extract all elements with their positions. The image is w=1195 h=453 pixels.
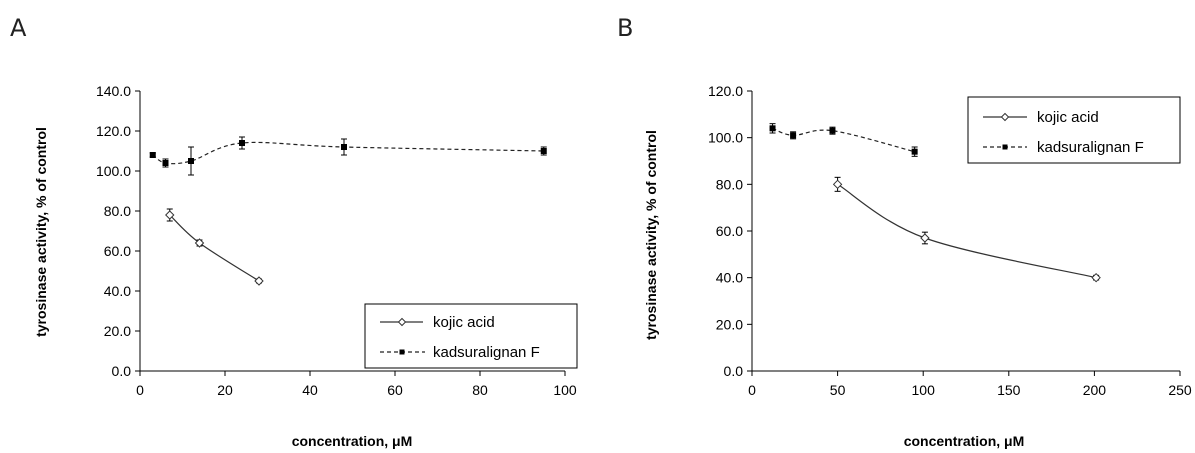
legend-label-kadsuralignan-f-a: kadsuralignan F (433, 344, 540, 361)
y-tick-label-a: 20.0 (104, 323, 131, 339)
data-point-kojic-acid-a (165, 210, 175, 220)
x-tick-label-a: 20 (217, 382, 233, 398)
y-tick-label-a: 60.0 (104, 243, 131, 259)
data-point-kadsuralignan-f-a (149, 152, 156, 158)
y-tick-label-b: 0.0 (724, 363, 744, 379)
x-tick-label-b: 100 (912, 382, 936, 398)
panel-letter-b: B (617, 14, 633, 42)
x-tick-label-a: 40 (302, 382, 318, 398)
y-axis-title-a: tyrosinase activity, % of control (33, 127, 49, 337)
legend-label-kojic-acid-a: kojic acid (433, 314, 495, 331)
y-tick-label-b: 60.0 (716, 223, 743, 239)
legend-label-kojic-acid-b: kojic acid (1037, 109, 1099, 126)
series-line-kadsuralignan-f-a (152, 141, 544, 165)
legend-diamond-icon-a (397, 317, 407, 327)
x-tick-label-b: 200 (1083, 382, 1107, 398)
data-point-kojic-acid-a (194, 238, 205, 248)
legend-square-icon-a (399, 349, 405, 355)
data-point-kadsuralignan-f-b (911, 148, 918, 155)
data-point-kadsuralignan-f-a (188, 158, 194, 164)
y-axis-title-b: tyrosinase activity, % of control (643, 130, 659, 340)
axes-b: 0.0 20.0 40.0 60.0 80.0 100.0 120.0 0 50 100 150 20… (708, 83, 1192, 398)
y-tick-label-b: 20.0 (716, 316, 743, 332)
x-axis-title-a: concentration, μM (292, 433, 413, 449)
legend-box-b (967, 96, 1181, 164)
x-axis-title-b: concentration, μM (904, 433, 1025, 449)
plot-area-b (769, 123, 1101, 283)
series-line-kojic-acid-b (837, 183, 1097, 279)
legend-label-kadsuralignan-f-b: kadsuralignan F (1037, 139, 1144, 156)
x-tick-label-b: 250 (1168, 382, 1192, 398)
legend-diamond-icon-b (1000, 112, 1010, 122)
y-tick-label-a: 120.0 (96, 123, 131, 139)
y-tick-label-b: 120.0 (708, 83, 743, 99)
x-tick-label-a: 60 (387, 382, 403, 398)
x-tick-label-b: 50 (830, 382, 846, 398)
data-point-kadsuralignan-f-a (540, 148, 547, 154)
data-point-kadsuralignan-f-a (239, 140, 245, 146)
panel-letter-a: A (10, 14, 27, 42)
y-tick-label-a: 100.0 (96, 163, 131, 179)
data-point-kadsuralignan-f-a (341, 144, 347, 150)
panel-b: B tyrosinase activity, % of control conc… (617, 14, 1192, 449)
legend-square-icon-b (1002, 144, 1008, 150)
y-tick-label-b: 40.0 (716, 270, 743, 286)
x-tick-label-b: 0 (748, 382, 756, 398)
y-tick-label-b: 100.0 (708, 130, 743, 146)
data-point-kojic-acid-b (1091, 272, 1101, 283)
y-tick-label-a: 140.0 (96, 83, 131, 99)
x-tick-label-b: 150 (997, 382, 1021, 398)
series-line-kadsuralignan-f-b (772, 127, 915, 153)
x-tick-label-a: 100 (553, 382, 577, 398)
legend-b: kojic acid kadsuralignan F (967, 96, 1181, 164)
x-tick-label-a: 0 (136, 382, 144, 398)
y-tick-label-b: 80.0 (716, 176, 743, 192)
data-point-kojic-acid-b (920, 233, 930, 243)
panel-a: A tyrosinase activity, % of control conc… (10, 14, 578, 449)
legend-a: kojic acid kadsuralignan F (364, 303, 578, 369)
data-point-kadsuralignan-f-a (162, 160, 169, 166)
data-point-kadsuralignan-f-b (829, 127, 836, 134)
data-point-kadsuralignan-f-b (769, 125, 776, 132)
y-tick-label-a: 40.0 (104, 283, 131, 299)
data-point-kojic-acid-b (832, 179, 843, 190)
data-point-kadsuralignan-f-b (790, 132, 797, 139)
legend-box-a (364, 303, 578, 369)
x-tick-label-a: 80 (472, 382, 488, 398)
data-point-kojic-acid-a (254, 276, 264, 286)
y-tick-label-a: 0.0 (112, 363, 132, 379)
series-line-kojic-acid-a (169, 214, 260, 282)
axes-a: 0.0 20.0 40.0 60.0 80.0 100.0 120.0 140.0 0 20 40 6… (96, 83, 577, 398)
plot-area-a (149, 136, 547, 286)
y-tick-label-a: 80.0 (104, 203, 131, 219)
